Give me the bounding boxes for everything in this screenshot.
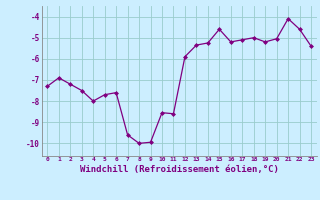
X-axis label: Windchill (Refroidissement éolien,°C): Windchill (Refroidissement éolien,°C) <box>80 165 279 174</box>
